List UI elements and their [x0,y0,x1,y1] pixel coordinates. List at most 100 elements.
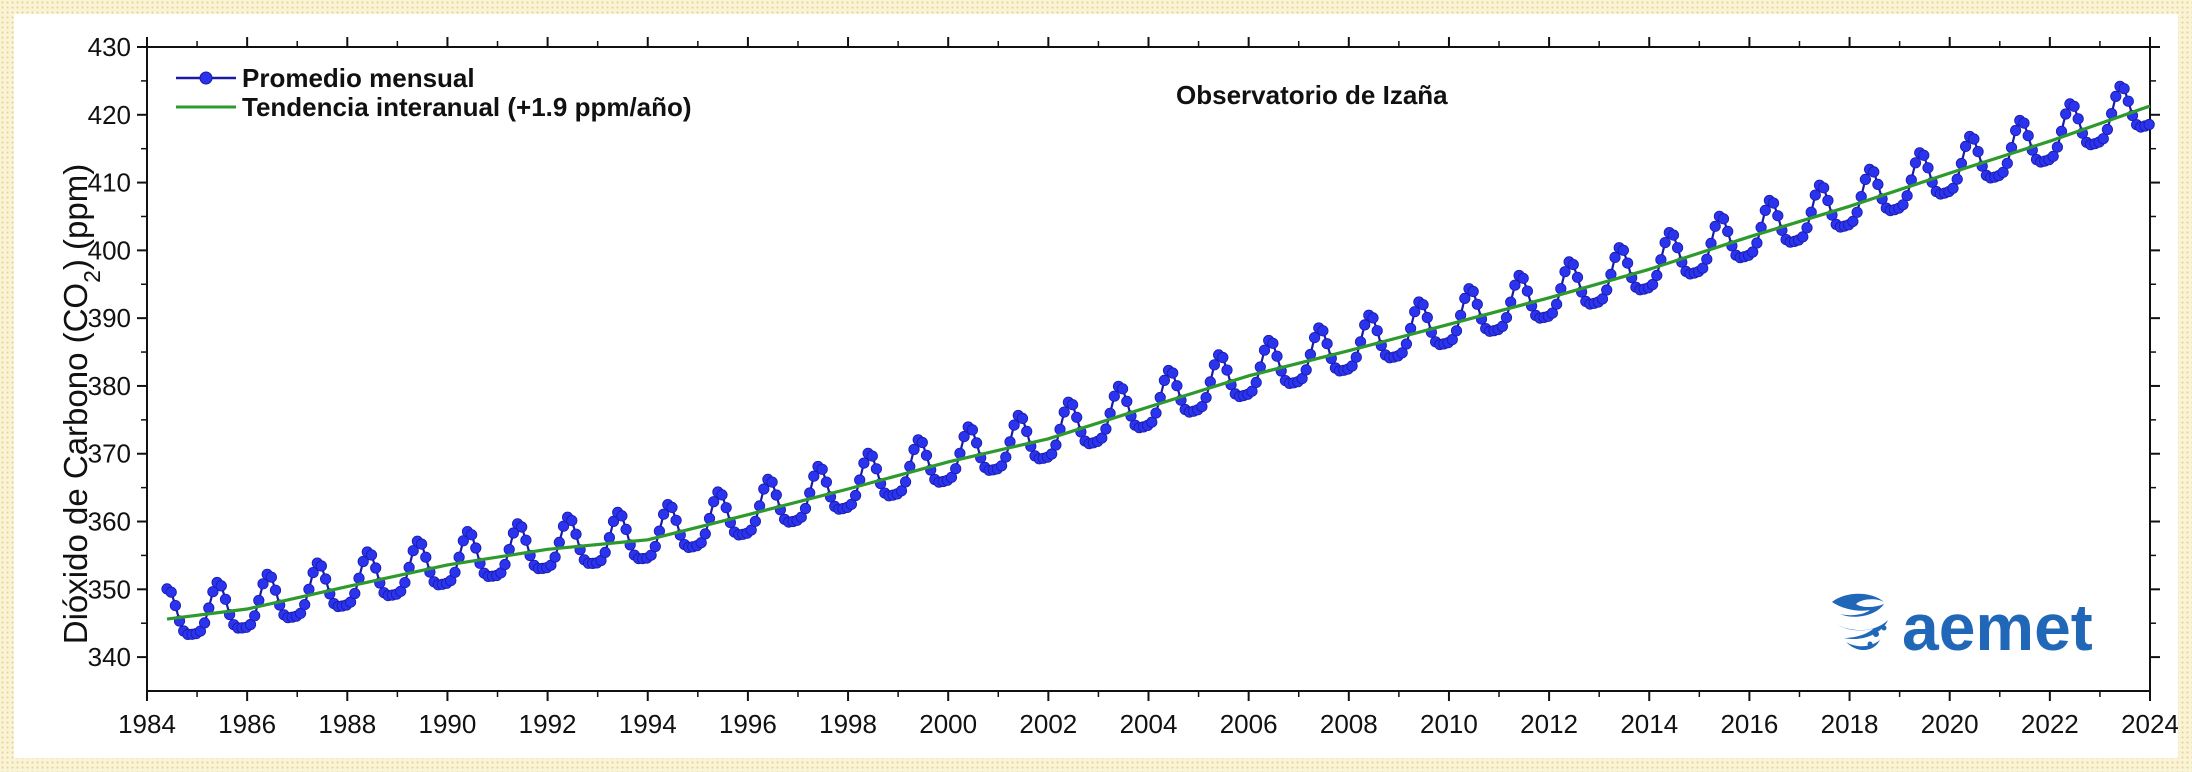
data-point-monthly [1058,406,1070,418]
data-point-monthly [499,558,511,571]
data-point-monthly [1271,350,1283,362]
data-point-monthly [966,424,979,436]
data-point-monthly [1258,344,1271,356]
data-point-monthly [870,463,883,475]
data-point-monthly [1467,285,1479,298]
data-point-monthly [1772,210,1784,222]
data-point-monthly [1317,325,1329,337]
x-tick-label: 2016 [1720,709,1778,739]
data-point-monthly [357,555,369,568]
data-point-monthly [1851,206,1863,218]
data-point-monthly [958,430,970,443]
data-point-monthly [399,576,411,589]
x-tick-label: 1998 [819,709,877,739]
x-tick-label: 2006 [1220,709,1278,739]
x-tick-label: 1990 [419,709,477,739]
data-point-monthly [1096,432,1108,444]
data-point-monthly [666,501,678,513]
data-point-monthly [207,586,219,598]
data-point-monthly [1701,253,1713,265]
data-point-monthly [1200,391,1212,404]
data-point-monthly [1359,319,1371,331]
data-point-monthly [1321,338,1333,350]
data-point-monthly [1667,229,1680,241]
data-point-monthly [265,571,277,583]
data-point-monthly [1108,390,1120,402]
y-tick-label: 410 [88,168,131,198]
data-point-monthly [899,476,912,488]
data-point-monthly [866,450,878,462]
x-tick-label: 2008 [1320,709,1378,739]
data-point-monthly [1350,351,1362,363]
data-point-monthly [820,476,833,488]
x-tick-label: 1994 [619,709,677,739]
data-point-monthly [603,531,616,544]
data-point-monthly [1046,448,1058,460]
data-point-monthly [315,560,327,572]
data-point-monthly [1217,351,1229,364]
data-point-monthly [916,436,928,449]
data-point-monthly [1868,166,1880,178]
data-point-monthly [1400,338,1413,350]
data-point-monthly [799,502,812,515]
data-point-monthly [1717,213,1730,225]
data-point-monthly [1809,189,1821,201]
data-point-monthly [407,545,419,557]
data-point-monthly [1417,299,1429,311]
data-point-monthly [1221,364,1233,376]
data-point-monthly [219,593,232,605]
data-point-monthly [370,562,382,574]
x-tick-label: 2012 [1520,709,1578,739]
x-tick-label: 2010 [1420,709,1478,739]
data-point-monthly [950,463,962,475]
data-point-monthly [599,546,611,559]
y-tick-label: 420 [88,100,131,130]
data-point-monthly [553,536,565,549]
x-tick-label: 2002 [1019,709,1077,739]
data-point-monthly [1421,311,1433,324]
data-point-monthly [758,483,770,495]
data-point-monthly [1722,225,1734,237]
x-tick-label: 2000 [919,709,977,739]
data-point-monthly [566,514,578,527]
data-point-monthly [2072,113,2084,125]
data-point-monthly [319,573,332,585]
data-point-monthly [1909,157,1922,169]
data-point-monthly [1450,325,1463,337]
x-tick-label: 1996 [719,709,777,739]
data-point-monthly [1409,306,1421,318]
chart-canvas: 340 350 360 370 380 390 400 410 420 430 1984 1986 19… [14,14,2178,758]
y-tick-label: 380 [88,371,131,401]
data-point-monthly [1459,292,1471,304]
data-point-monthly [215,580,227,592]
data-point-monthly [1972,146,1984,158]
data-point-monthly [1196,400,1208,413]
x-tick-label: 2022 [2021,709,2079,739]
data-point-monthly [1571,271,1584,283]
data-point-monthly [2118,83,2130,95]
data-point-monthly [1121,395,1133,407]
data-point-monthly [1208,359,1221,371]
data-point-monthly [249,610,261,622]
data-point-monthly [1309,331,1321,344]
data-point-monthly [1267,337,1279,349]
data-point-monthly [307,566,319,579]
data-point-monthly [808,470,820,482]
aemet-logo-text: aemet [1902,590,2093,664]
data-point-monthly [1008,419,1020,431]
data-point-monthly [415,538,428,550]
co2-chart: 340 350 360 370 380 390 400 410 420 430 1984 1986 19… [57,32,2178,739]
x-tick-label: 2020 [1921,709,1979,739]
data-point-monthly [1117,383,1129,395]
data-point-monthly [269,584,282,596]
data-point-monthly [1960,140,1972,152]
data-point-monthly [1250,376,1262,388]
data-point-monthly [1300,364,1312,376]
data-point-monthly [1000,451,1012,463]
y-tick-label: 390 [88,303,131,333]
data-point-monthly [1651,269,1663,281]
data-point-monthly [549,551,561,563]
data-point-monthly [420,551,432,563]
y-tick-label: 370 [88,439,131,469]
legend: Promedio mensual Tendencia interanual (+… [176,63,692,122]
